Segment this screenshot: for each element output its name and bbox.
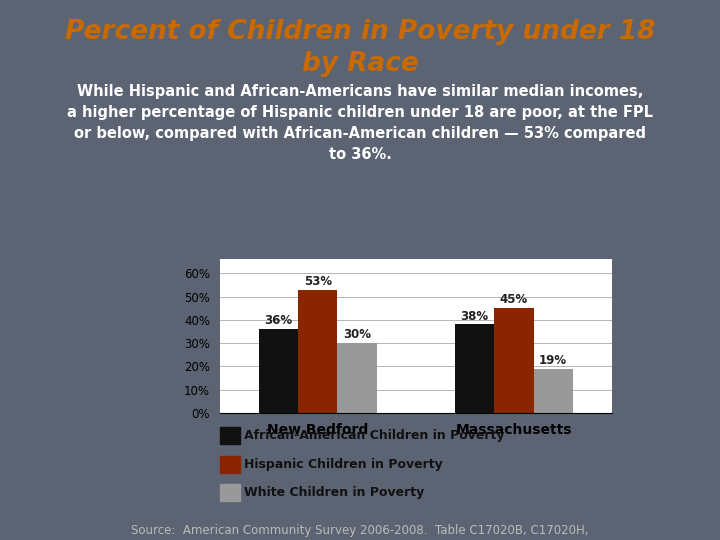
Bar	[495, 308, 534, 413]
Bar	[220, 456, 240, 473]
Text: White Children in Poverty: White Children in Poverty	[244, 487, 424, 500]
Text: 38%: 38%	[461, 309, 489, 322]
Text: 30%: 30%	[343, 328, 371, 341]
Text: 19%: 19%	[539, 354, 567, 367]
Text: African-American Children in Poverty: African-American Children in Poverty	[244, 429, 505, 442]
Text: Percent of Children in Poverty under 18: Percent of Children in Poverty under 18	[65, 19, 655, 45]
Bar	[259, 329, 298, 413]
Text: 36%: 36%	[264, 314, 292, 327]
Bar	[220, 427, 240, 444]
Bar	[338, 343, 377, 413]
Text: 45%: 45%	[500, 293, 528, 306]
Text: by Race: by Race	[302, 51, 418, 77]
Text: While Hispanic and African-Americans have similar median incomes,
a higher perce: While Hispanic and African-Americans hav…	[67, 84, 653, 161]
Bar	[298, 289, 338, 413]
Text: Source:  American Community Survey 2006-2008.  Table C17020B, C17020H,: Source: American Community Survey 2006-2…	[131, 524, 589, 537]
Bar	[455, 325, 495, 413]
Bar	[220, 484, 240, 502]
Bar	[534, 369, 573, 413]
Text: Hispanic Children in Poverty: Hispanic Children in Poverty	[244, 458, 443, 471]
Text: 53%: 53%	[304, 275, 332, 288]
